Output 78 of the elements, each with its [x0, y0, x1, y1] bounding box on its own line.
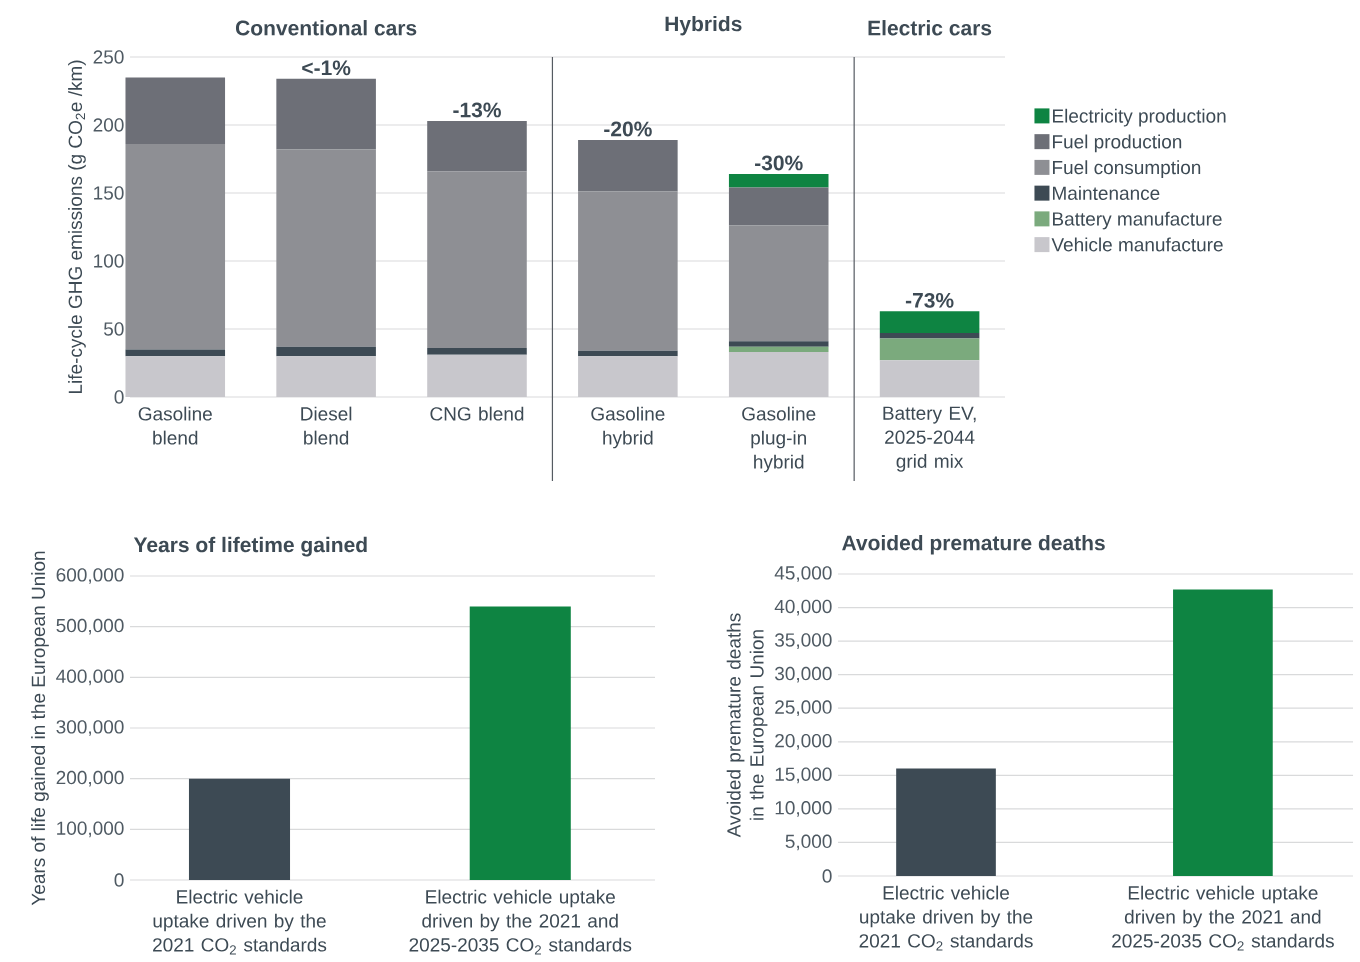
y-tick-label: 200,000 — [56, 770, 124, 787]
bar — [427, 171, 527, 349]
y-tick-label: 100,000 — [57, 821, 124, 838]
text: Electric cars — [868, 20, 992, 36]
bar — [728, 346, 829, 353]
bar — [728, 225, 829, 342]
y-tick-label: 20,000 — [775, 733, 832, 750]
annotation: -30% — [755, 155, 803, 171]
bar — [578, 191, 678, 351]
bar — [427, 120, 527, 172]
legend-label: Vehicle manufacture — [1051, 237, 1223, 252]
bar — [728, 352, 829, 397]
y-tick-label: 0 — [114, 873, 124, 887]
bar — [427, 354, 527, 397]
y-tick-label: 400,000 — [56, 669, 124, 686]
y-tick-label: 100 — [94, 254, 124, 268]
legend-label: Fuel production — [1053, 134, 1182, 153]
y-tick-label: 30,000 — [774, 666, 832, 683]
legend-label: Maintenance — [1053, 186, 1160, 200]
y-tick-label: 0 — [114, 390, 124, 404]
x-tick-label: Gasoline plug-in hybrid — [742, 406, 816, 473]
y-tick-label: 5,000 — [785, 834, 832, 851]
y-tick-label: 10,000 — [775, 801, 832, 817]
annotation: -73% — [905, 292, 954, 308]
bar — [276, 149, 376, 347]
y-tick-label: 200 — [93, 118, 124, 132]
bar — [879, 311, 980, 334]
bar — [578, 350, 678, 357]
bar — [276, 356, 376, 397]
annotation: -13% — [453, 102, 501, 118]
bar — [125, 349, 226, 357]
y-tick-label: 15,000 — [775, 767, 832, 784]
text: Conventional cars — [235, 20, 417, 36]
y-tick-label: 35,000 — [774, 633, 832, 649]
x-tick-label: Electric vehicle uptake driven by the 2021 CO$_{2}$ standards — [153, 889, 327, 955]
legend-label: Fuel consumption — [1053, 160, 1201, 178]
chart-title: Years of lifetime gained — [133, 536, 367, 557]
x-tick-label: Electric vehicle uptake driven by the 2021 CO$_{2}$ standards — [859, 885, 1033, 951]
bar — [427, 348, 527, 355]
bar — [879, 338, 980, 361]
x-tick-label: Diesel blend — [301, 406, 352, 445]
y-axis-title: Avoided premature deaths in the European Union — [726, 613, 768, 838]
annotation: -20% — [604, 121, 652, 137]
bar — [276, 346, 376, 357]
y-tick-label: 50 — [103, 322, 124, 336]
bar — [879, 333, 980, 339]
bar — [125, 144, 226, 350]
bar — [728, 187, 829, 226]
bar — [125, 356, 226, 397]
bar — [728, 341, 829, 347]
bar — [728, 173, 829, 188]
bar — [276, 78, 376, 150]
y-tick-label: 300,000 — [56, 720, 124, 736]
y-tick-label: 500,000 — [56, 618, 124, 635]
y-tick-label: 45,000 — [774, 566, 832, 582]
y-tick-label: 250 — [93, 50, 124, 64]
bar — [578, 139, 678, 192]
x-tick-label: Gasoline blend — [138, 406, 212, 445]
y-axis-title: Life-cycle GHG emissions (g CO$_{2}$e /km) — [68, 60, 86, 394]
x-tick-label: Electric vehicle uptake driven by the 2021 and 2025-2035 CO$_{2}$ standards — [1112, 885, 1334, 951]
bar — [578, 356, 678, 397]
y-tick-label: 25,000 — [775, 700, 832, 717]
x-tick-label: Gasoline hybrid — [591, 406, 665, 449]
y-tick-label: 40,000 — [774, 599, 832, 616]
x-tick-label: CNG blend — [430, 406, 524, 421]
y-tick-label: 600,000 — [56, 568, 124, 584]
y-axis-title: Years of life gained in the European Union — [31, 551, 49, 906]
x-tick-label: Electric vehicle uptake driven by the 2021 and 2025-2035 CO$_{2}$ standards — [409, 889, 632, 955]
y-tick-label: 0 — [822, 869, 832, 883]
legend-label: Battery manufacture — [1053, 211, 1222, 230]
legend-label: Electricity production — [1053, 108, 1226, 127]
bar — [879, 360, 980, 397]
text: Hybrids — [665, 15, 742, 36]
x-tick-label: Battery EV, 2025-2044 grid mix — [883, 406, 976, 472]
y-tick-label: 150 — [94, 186, 124, 200]
chart-title: Avoided premature deaths — [842, 534, 1105, 555]
bar — [125, 77, 226, 145]
annotation: <-1% — [302, 60, 351, 76]
